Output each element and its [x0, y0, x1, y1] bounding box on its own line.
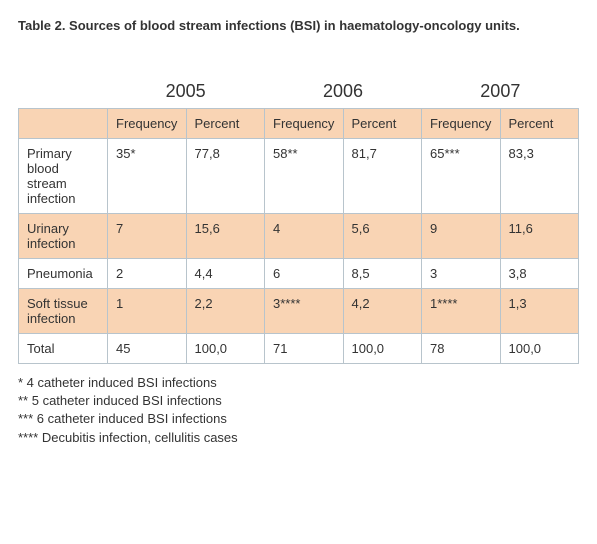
table-row: Primary blood stream infection35*77,858*…: [19, 139, 579, 214]
table-row: Total45100,071100,078100,0: [19, 334, 579, 364]
table-cell: 100,0: [500, 334, 579, 364]
row-label: Urinary infection: [19, 214, 108, 259]
table-cell: 1****: [422, 289, 501, 334]
table-row: Pneu­monia24,468,533,8: [19, 259, 579, 289]
row-label: Soft tissue infection: [19, 289, 108, 334]
table-cell: 58**: [265, 139, 344, 214]
header-percent: Percent: [500, 109, 579, 139]
table-cell: 4,2: [343, 289, 422, 334]
table-caption: Table 2. Sources of blood stream infecti…: [18, 18, 579, 33]
table-cell: 8,5: [343, 259, 422, 289]
header-frequency: Frequency: [265, 109, 344, 139]
footnote-line: * 4 catheter induced BSI infections: [18, 374, 579, 392]
year-spacer: [18, 81, 107, 102]
table-cell: 4,4: [186, 259, 265, 289]
row-label: Total: [19, 334, 108, 364]
year-header-row: 2005 2006 2007: [18, 81, 579, 102]
table-cell: 78: [422, 334, 501, 364]
table-cell: 83,3: [500, 139, 579, 214]
table-cell: 100,0: [343, 334, 422, 364]
table-cell: 3****: [265, 289, 344, 334]
table-cell: 35*: [108, 139, 187, 214]
table-cell: 65***: [422, 139, 501, 214]
table-cell: 15,6: [186, 214, 265, 259]
table-cell: 3,8: [500, 259, 579, 289]
table-cell: 77,8: [186, 139, 265, 214]
table-cell: 4: [265, 214, 344, 259]
header-percent: Percent: [343, 109, 422, 139]
year-label: 2007: [422, 81, 579, 102]
table-cell: 5,6: [343, 214, 422, 259]
footnote-line: ** 5 catheter induced BSI infections: [18, 392, 579, 410]
bsi-sources-table: Frequency Percent Frequency Percent Freq…: [18, 108, 579, 364]
table-cell: 71: [265, 334, 344, 364]
table-cell: 3: [422, 259, 501, 289]
table-cell: 1: [108, 289, 187, 334]
table-body: Primary blood stream infection35*77,858*…: [19, 139, 579, 364]
table-cell: 6: [265, 259, 344, 289]
year-label: 2005: [107, 81, 264, 102]
table-cell: 2,2: [186, 289, 265, 334]
table-cell: 1,3: [500, 289, 579, 334]
footnotes: * 4 catheter induced BSI infections** 5 …: [18, 374, 579, 447]
table-row: Urinary infection715,645,6911,6: [19, 214, 579, 259]
table-cell: 2: [108, 259, 187, 289]
table-cell: 45: [108, 334, 187, 364]
table-cell: 100,0: [186, 334, 265, 364]
header-frequency: Frequency: [108, 109, 187, 139]
table-cell: 7: [108, 214, 187, 259]
table-cell: 81,7: [343, 139, 422, 214]
footnote-line: **** Decubitis infection, cellulitis cas…: [18, 429, 579, 447]
header-percent: Percent: [186, 109, 265, 139]
header-blank: [19, 109, 108, 139]
table-row: Soft tissue infection12,23****4,21****1,…: [19, 289, 579, 334]
row-label: Primary blood stream infection: [19, 139, 108, 214]
header-frequency: Frequency: [422, 109, 501, 139]
footnote-line: *** 6 catheter induced BSI infections: [18, 410, 579, 428]
row-label: Pneu­monia: [19, 259, 108, 289]
year-label: 2006: [264, 81, 421, 102]
table-cell: 9: [422, 214, 501, 259]
table-cell: 11,6: [500, 214, 579, 259]
table-header-row: Frequency Percent Frequency Percent Freq…: [19, 109, 579, 139]
